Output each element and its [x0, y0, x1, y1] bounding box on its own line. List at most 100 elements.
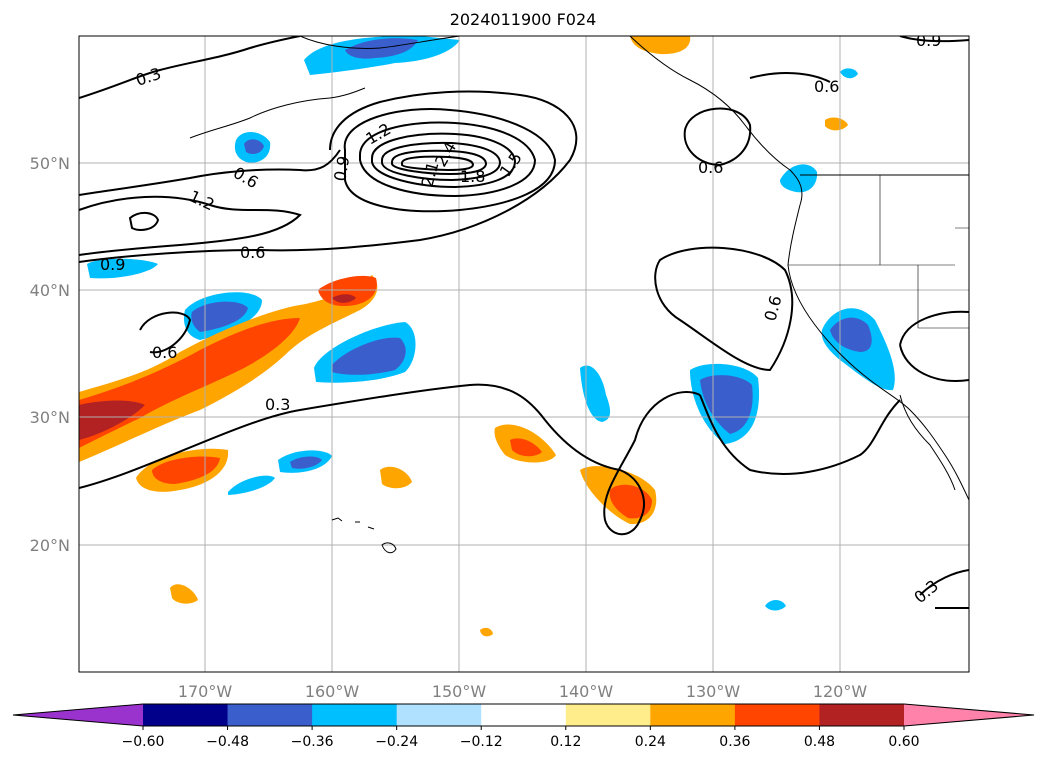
map-frame [78, 35, 970, 673]
colorbar-tick-label: 0.36 [719, 734, 750, 750]
lat-label-30n: 30°N [30, 408, 70, 427]
contour-0.3-se [919, 569, 969, 596]
contour-0.6-ne [683, 107, 752, 167]
neg-region-small2 [840, 68, 858, 79]
lon-label-120w: 120°W [813, 682, 868, 701]
latitude-labels: 50°N 40°N 30°N 20°N [30, 154, 70, 555]
colorbar-segment [650, 704, 736, 726]
baja-coast [899, 394, 956, 491]
contour-label-1.2-low: 1.2 [363, 119, 395, 148]
pos-region-south-core [152, 456, 220, 484]
colorbar-tick-label: 0.60 [888, 734, 919, 750]
graticule [79, 36, 969, 672]
colorbar-segment [481, 704, 567, 726]
lon-label-130w: 130°W [686, 682, 741, 701]
contour-0.3-south [79, 383, 701, 536]
longitude-labels: 170°W 160°W 150°W 140°W 130°W 120°W [178, 682, 868, 701]
hawaii [331, 517, 397, 554]
colorbar-segment [227, 704, 313, 726]
lat-label-40n: 40°N [30, 281, 70, 300]
contour-low-3 [371, 132, 517, 189]
colorbar-segment [734, 704, 820, 726]
neg-region-south2 [228, 475, 275, 495]
contour-0.9-ne [899, 36, 969, 43]
pos-region-small5 [480, 627, 493, 637]
contour-label-0.6-east: 0.6 [761, 294, 786, 324]
colorbar-tick-label: −0.36 [291, 734, 334, 750]
contour-label-1.2-west: 1.2 [186, 186, 217, 214]
contour-label-0.9-west: 0.9 [100, 255, 125, 274]
colorbar-segment [396, 704, 482, 726]
colorbar-extend-low [13, 704, 143, 726]
neg-region-east1 [580, 365, 611, 422]
contour-0.3-north [79, 36, 301, 99]
neg-region-alaska-core [345, 38, 418, 59]
colorbar-tick-label: −0.48 [206, 734, 249, 750]
contour-label-0.6-west: 0.6 [152, 343, 177, 362]
colorbar-tick-label: −0.12 [460, 734, 503, 750]
map-title: 2024011900 F024 [450, 10, 597, 29]
lon-label-160w: 160°W [305, 682, 360, 701]
pos-region-small4 [825, 117, 848, 131]
negative-anomaly-fill [87, 36, 895, 611]
contour-low-4 [381, 141, 502, 182]
contour-label-0.9-ne: 0.9 [916, 31, 941, 50]
contour-0.6-lower [79, 90, 578, 263]
colorbar-segment [143, 704, 229, 726]
contour-ring-coast [899, 310, 969, 382]
lon-label-140w: 140°W [559, 682, 614, 701]
neg-region-central-core [332, 337, 406, 375]
neg-region-west1 [87, 258, 158, 279]
lon-label-170w: 170°W [178, 682, 233, 701]
neg-region-bering-core [244, 139, 264, 154]
map-panel: 0.3 0.6 1.2 0.6 0.9 0.9 1.2 1.5 1.8 2.1 … [79, 31, 969, 672]
pos-band-main-inner [79, 318, 300, 448]
pos-region-small1 [380, 466, 412, 489]
contour-low-2 [359, 121, 537, 198]
contour-label-1.5-low: 1.5 [496, 149, 526, 181]
contour-label-0.9-low: 0.9 [330, 154, 353, 182]
contour-low-6 [401, 155, 475, 172]
lat-label-20n: 20°N [30, 536, 70, 555]
colorbar-tick-label: 0.48 [804, 734, 835, 750]
lon-label-150w: 150°W [432, 682, 487, 701]
contour-0.6-east [654, 246, 794, 372]
neg-region-south1-core [290, 456, 322, 469]
colorbar-segment [565, 704, 651, 726]
pos-region-small2 [170, 584, 198, 604]
neg-region-small1 [765, 600, 786, 611]
contour-lines [79, 36, 969, 610]
colorbar: −0.60 −0.48 −0.36 −0.24 −0.12 0.12 0.24 0.36 0.4… [12, 703, 1035, 750]
contour-label-0.6-bering: 0.6 [230, 163, 262, 192]
contour-0.6-west [139, 311, 192, 354]
contour-small-ring [128, 212, 160, 231]
colorbar-tick-label: −0.24 [375, 734, 418, 750]
contour-0.6-label-line [749, 72, 831, 83]
pos-band-main-core [79, 400, 145, 440]
contour-label-0.3-central: 0.3 [265, 395, 290, 414]
colorbar-tick-label: −0.60 [122, 734, 165, 750]
contour-1.2-upper [79, 195, 302, 256]
colorbar-extend-high [904, 704, 1034, 726]
colorbar-segment [312, 704, 398, 726]
pos-region-small3 [630, 36, 691, 55]
contour-0.9-upper [79, 149, 341, 196]
contour-label-0.3-nw: 0.3 [133, 64, 163, 90]
bc-coast [629, 36, 803, 206]
colorbar-tick-label: 0.24 [635, 734, 666, 750]
contour-low-5 [391, 149, 488, 176]
contour-label-0.6-ne: 0.6 [814, 77, 839, 96]
coastlines [189, 36, 969, 554]
state-borders [788, 175, 969, 329]
neg-region-vancouver [780, 164, 818, 193]
contour-label-0.6-vancouver: 0.6 [698, 158, 723, 177]
colorbar-tick-label: 0.12 [550, 734, 581, 750]
contour-low-1 [343, 108, 557, 213]
contour-0.3-east [699, 394, 901, 476]
contour-label-0.6-mid: 0.6 [240, 243, 265, 262]
alaska-coast [189, 36, 461, 139]
contour-label-1.8-low: 1.8 [460, 167, 485, 186]
pos-band-north-core [332, 294, 356, 303]
lat-label-50n: 50°N [30, 154, 70, 173]
